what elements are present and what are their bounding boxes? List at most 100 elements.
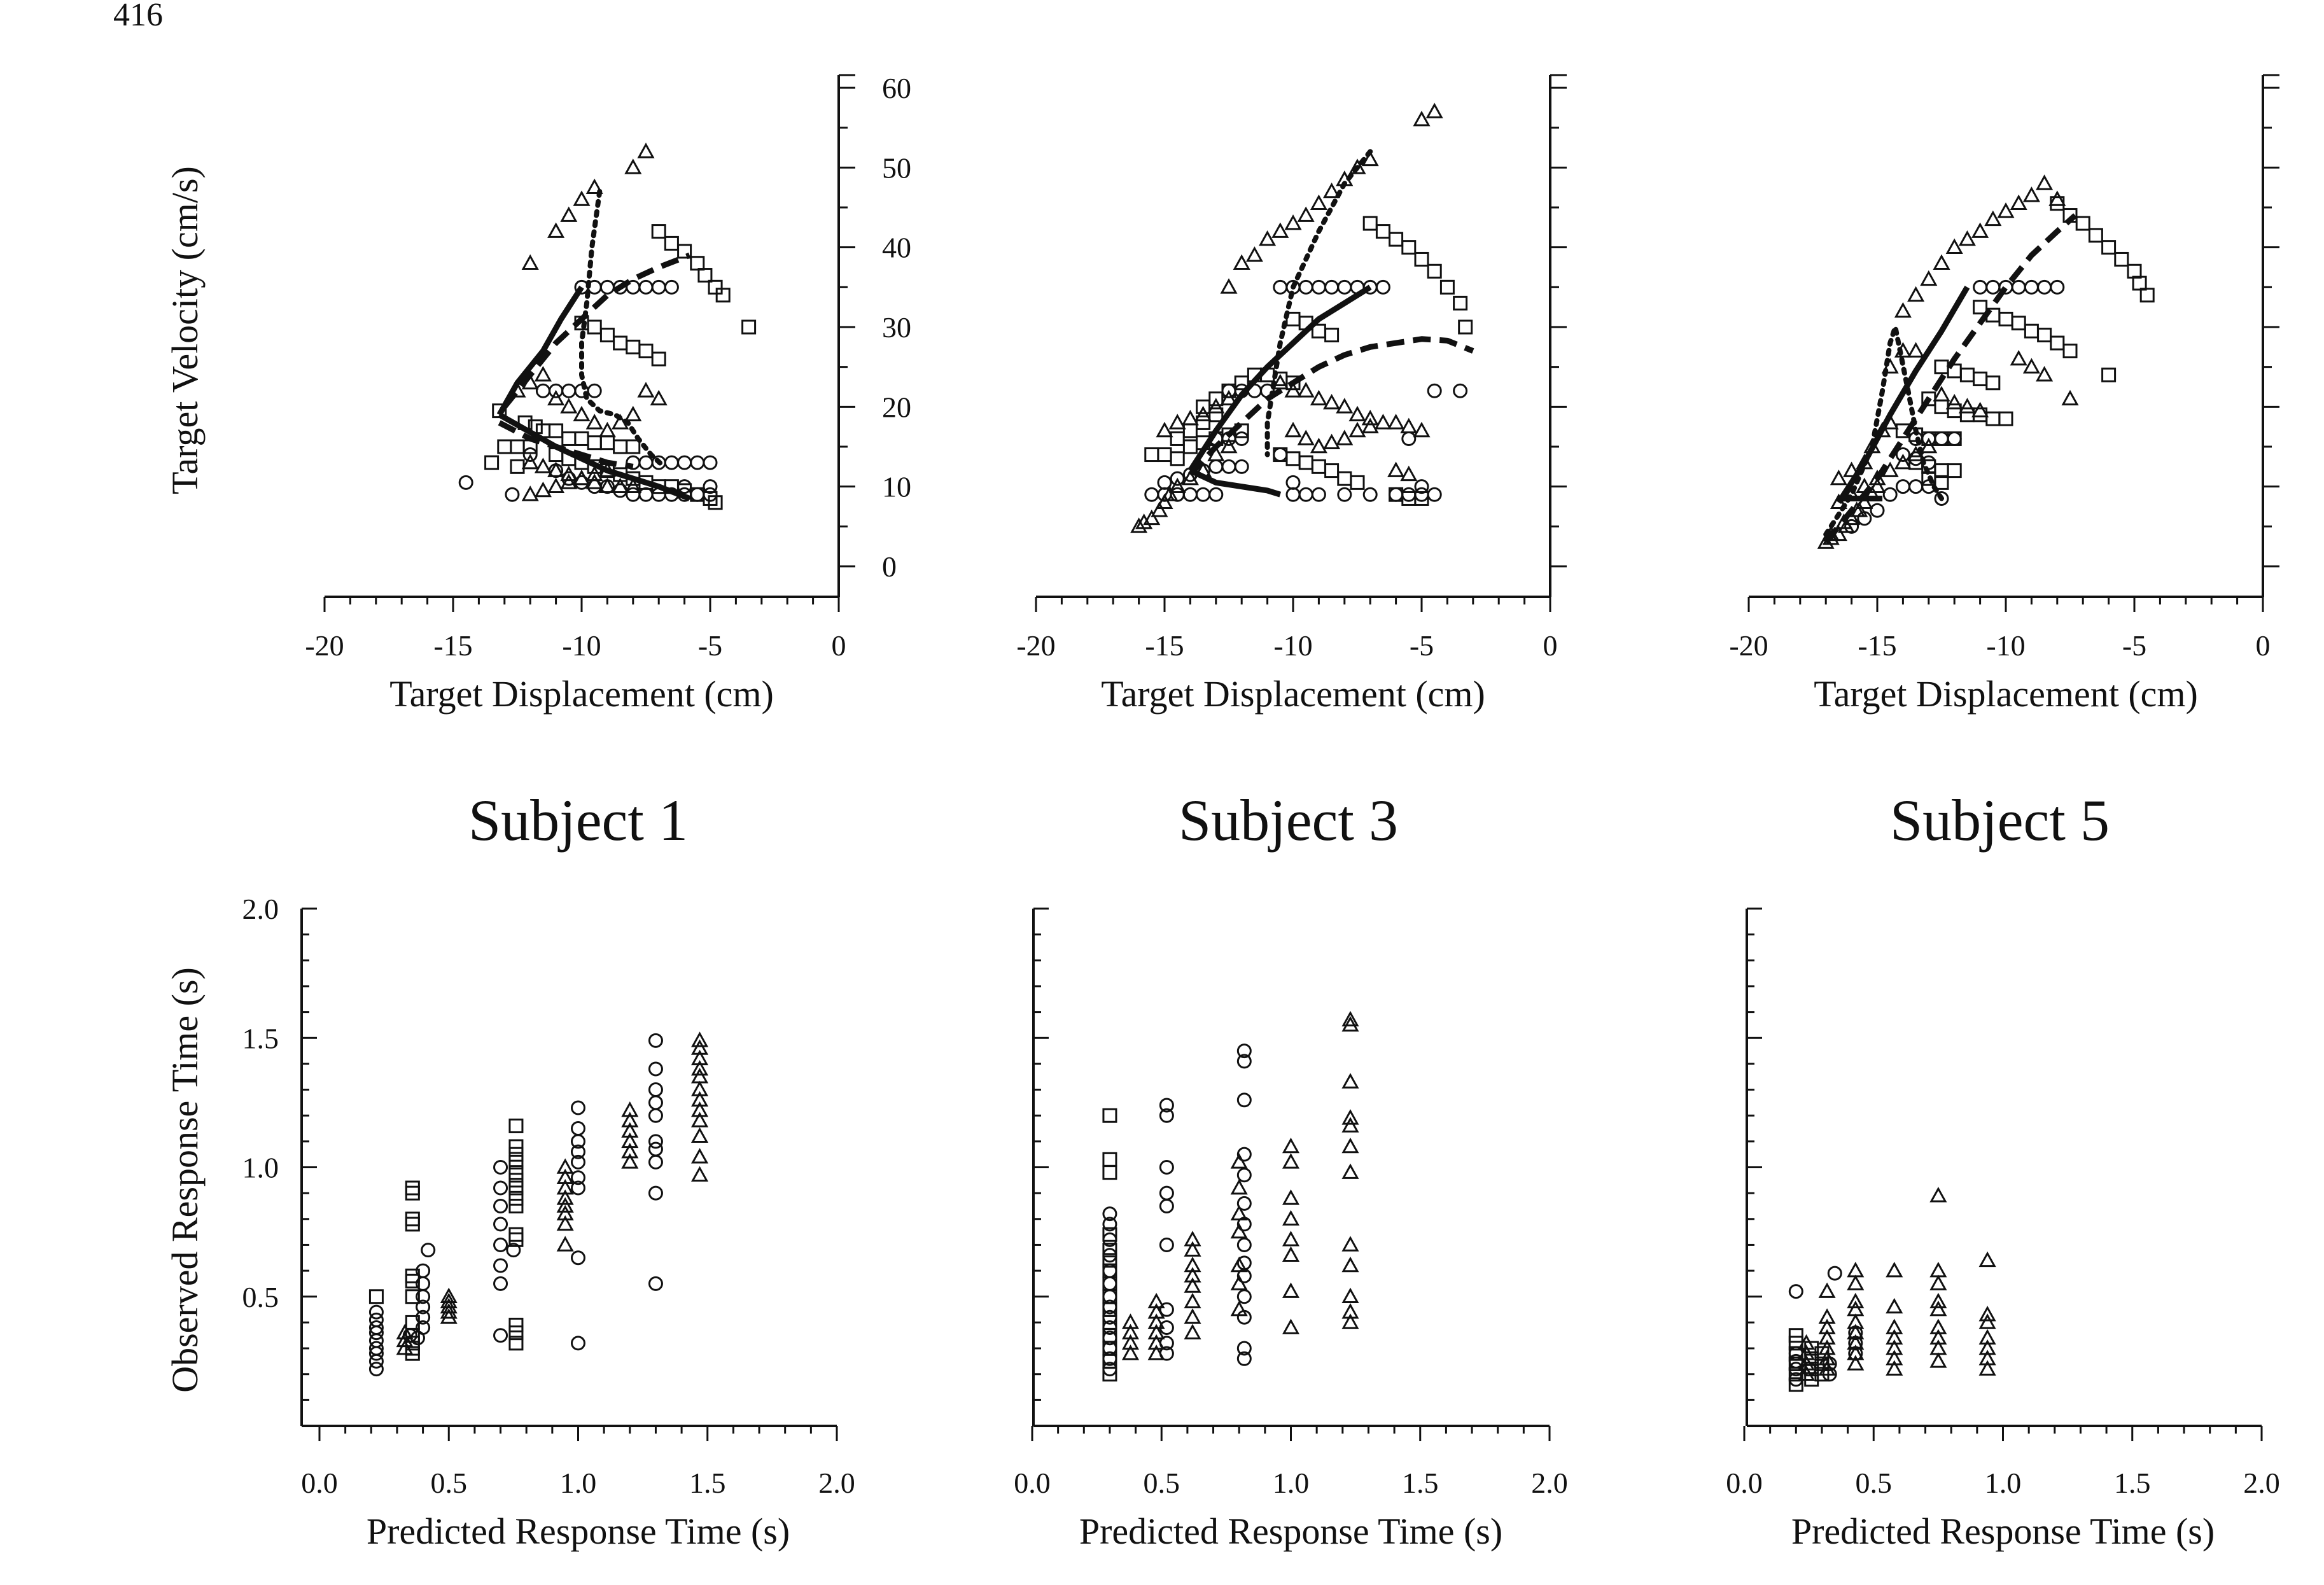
top0-square-point xyxy=(587,319,602,335)
top2-triangle-point xyxy=(1843,461,1861,477)
bottom0-triangle-point xyxy=(691,1112,709,1128)
bottom1-triangle-point xyxy=(1282,1137,1300,1154)
top1-circle-point xyxy=(1144,487,1159,502)
bottom1-triangle-point xyxy=(1184,1292,1201,1309)
top0-triangle-point xyxy=(585,178,603,194)
top1-triangle-point xyxy=(1413,421,1431,438)
top1-square-point xyxy=(1182,439,1198,454)
bottom2-triangle-point xyxy=(1978,1360,1996,1376)
top0-triangle-point xyxy=(624,158,642,174)
bottom2-x-axis-label: Predicted Response Time (s) xyxy=(1791,1511,2215,1552)
bottom0-circle-point xyxy=(571,1250,585,1266)
bottom0-circle-point xyxy=(493,1237,508,1252)
top1-triangle-point xyxy=(1161,485,1179,501)
bottom0-circle-point xyxy=(648,1276,663,1291)
bottom0-circle-point xyxy=(416,1263,431,1278)
top2-triangle-point xyxy=(2022,358,2040,374)
bottom0-square-point xyxy=(508,1118,524,1133)
top1-triangle-point xyxy=(1348,158,1366,174)
top1-triangle-point xyxy=(1233,254,1250,270)
top1-triangle-point xyxy=(1207,445,1225,461)
bottom2-triangle-point xyxy=(1978,1306,1996,1322)
bottom0-circle-point xyxy=(416,1309,431,1325)
top0-square-point xyxy=(492,403,507,419)
bottom0-triangle-point xyxy=(691,1049,709,1066)
top1-triangle-point xyxy=(1310,194,1327,211)
bottom2-triangle-point xyxy=(1929,1292,1947,1309)
top2-triangle-point xyxy=(1907,342,1925,358)
bottom2-triangle-point xyxy=(1847,1334,1865,1350)
top1-circle-point xyxy=(1273,279,1288,295)
bottom0-triangle-point xyxy=(556,1215,574,1231)
top1-x-tick-label: -5 xyxy=(1410,629,1434,662)
top0-triangle-point xyxy=(624,477,642,493)
top2-circle-point xyxy=(1882,487,1898,502)
top0-square-point xyxy=(613,439,628,454)
bottom1-square-point xyxy=(1102,1227,1117,1242)
top1-x-tick-label: -15 xyxy=(1145,629,1184,662)
bottom1-triangle-point xyxy=(1184,1267,1201,1283)
bottom1-square-point xyxy=(1102,1253,1117,1268)
bottom0-triangle-point xyxy=(556,1197,574,1213)
bottom0-square-point xyxy=(508,1165,524,1180)
bottom2-circle-point xyxy=(1827,1266,1842,1281)
bottom0-x-tick-label: 1.0 xyxy=(560,1467,597,1499)
bottom0-square-point xyxy=(405,1217,420,1232)
bottom2-triangle-point xyxy=(1929,1352,1947,1368)
top2-x-tick-label: 0 xyxy=(2256,629,2271,662)
top1-triangle-point xyxy=(1194,405,1212,422)
bottom2-triangle-point xyxy=(1886,1329,1903,1345)
bottom0-circle-point xyxy=(648,1185,663,1201)
bottom1-triangle-point xyxy=(1184,1323,1201,1339)
top1-triangle-point xyxy=(1220,437,1238,454)
bottom0-x-axis-label: Predicted Response Time (s) xyxy=(367,1511,790,1552)
top1-square-point xyxy=(1285,451,1301,466)
top0-y-tick-label: 0 xyxy=(882,550,897,583)
top0-circle-point xyxy=(690,455,705,470)
top0-circle-point xyxy=(651,487,666,502)
bottom0-circle-point xyxy=(421,1243,436,1258)
top1-x-tick-label: 0 xyxy=(1543,629,1558,662)
top0-triangle-point xyxy=(573,470,591,485)
bottom2-triangle-point xyxy=(1818,1339,1836,1355)
bottom0-square-point xyxy=(508,1190,524,1206)
bottom1-square-point xyxy=(1102,1165,1117,1180)
bottom2-triangle-point xyxy=(1929,1329,1947,1345)
bottom1-x-tick-label: 0.5 xyxy=(1144,1467,1180,1499)
top1-circle-point xyxy=(1324,279,1340,295)
bottom2-x-tick-label: 1.5 xyxy=(2114,1467,2151,1499)
top1-triangle-point xyxy=(1323,393,1341,410)
bottom2-x-tick-label: 0.5 xyxy=(1856,1467,1893,1499)
bottom1-triangle-point xyxy=(1341,1016,1359,1032)
top1-square-point xyxy=(1157,447,1172,463)
top0-square-point xyxy=(651,351,666,367)
top2-circle-point xyxy=(1947,431,1962,446)
top2-circle-point xyxy=(1934,431,1949,446)
top1-triangle-point xyxy=(1336,429,1354,445)
bottom0-y-tick-label: 1.0 xyxy=(242,1152,279,1184)
top2-square-point xyxy=(1998,311,2013,326)
top2-x-tick-label: -10 xyxy=(1986,629,2025,662)
top0-circle-point xyxy=(651,279,666,295)
bottom2-triangle-point xyxy=(1818,1308,1836,1324)
top1-triangle-point xyxy=(1168,477,1186,493)
bottom0-square-point xyxy=(508,1227,524,1242)
bottom0-y-tick-label: 0.5 xyxy=(242,1281,279,1313)
bottom2-triangle-point xyxy=(1847,1262,1865,1278)
top2-circle-point xyxy=(1895,447,1910,463)
top1-triangle-point xyxy=(1168,414,1186,429)
top0-circle-point xyxy=(664,279,679,295)
top1-circle-point xyxy=(1221,459,1236,474)
top2-triangle-point xyxy=(1907,445,1925,461)
bottom-y-axis-label: Observed Response Time (s) xyxy=(164,967,206,1393)
top0-triangle-point xyxy=(534,366,552,382)
top1-triangle-point xyxy=(1400,465,1418,482)
bottom1-triangle-point xyxy=(1230,1204,1248,1220)
bottom0-triangle-point xyxy=(621,1101,639,1117)
top0-square-point xyxy=(708,495,723,510)
bottom0-triangle-point xyxy=(396,1331,414,1348)
bottom1-triangle-point xyxy=(1230,1223,1248,1239)
top1-circle-point xyxy=(1427,383,1442,398)
top2-triangle-point xyxy=(1863,437,1881,454)
